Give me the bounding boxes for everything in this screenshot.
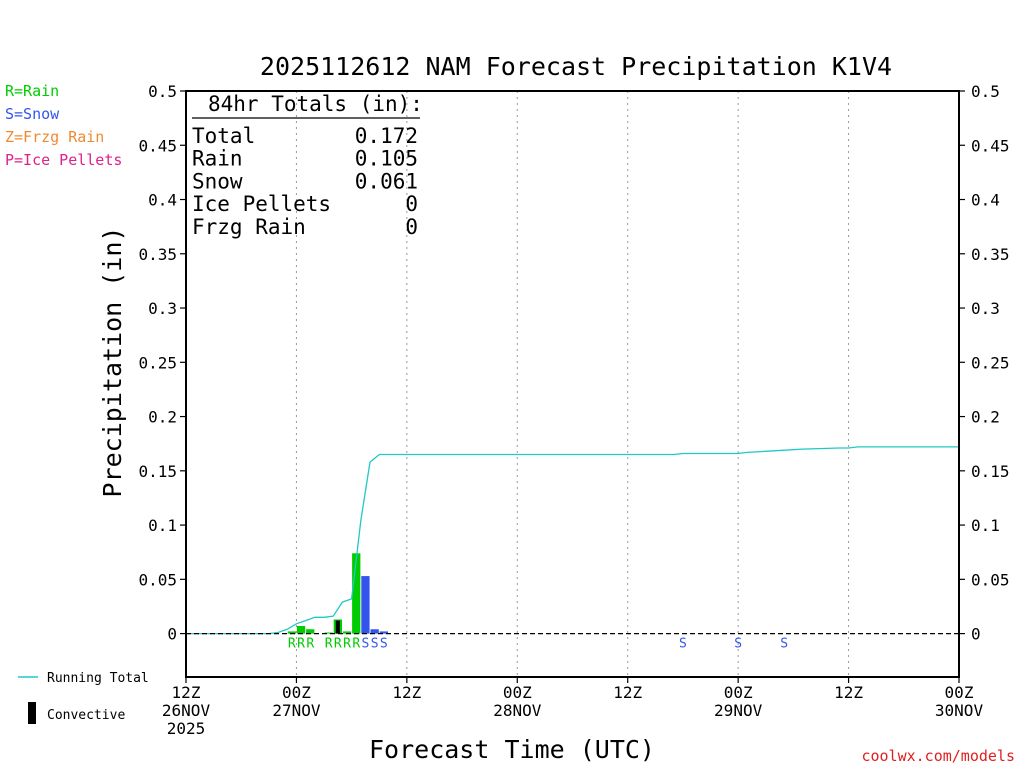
- ptype-marker: R: [334, 637, 342, 652]
- x-tick-label: 30NOV: [935, 701, 984, 720]
- y-tick-label: 0.4: [148, 191, 177, 210]
- y-tick-label-right: 0.3: [971, 299, 1000, 318]
- y-tick-label: 0.05: [138, 570, 177, 589]
- y-tick-label: 0.35: [138, 245, 177, 264]
- totals-row-value: 0.061: [355, 169, 418, 193]
- precip-bar: [361, 576, 370, 634]
- totals-row-label: Snow: [192, 169, 243, 193]
- totals-row-label: Total: [192, 124, 255, 148]
- y-tick-label: 0: [167, 625, 177, 644]
- y-tick-label-right: 0.15: [971, 462, 1010, 481]
- ptype-marker: S: [734, 637, 742, 652]
- ptype-marker: S: [679, 637, 687, 652]
- grid-lines: [295, 91, 850, 677]
- precip-bar: [342, 631, 352, 634]
- precip-type-legend: R=Rain S=Snow Z=Frzg Rain P=Ice Pellets: [5, 82, 122, 169]
- y-tick-label: 0.1: [148, 516, 177, 535]
- y-tick-label-right: 0.25: [971, 353, 1010, 372]
- totals-row-label: Rain: [192, 147, 243, 171]
- y-axis-right: 0.5 0.45 0.4 0.35 0.3 0.25 0.2 0.15 0.1 0.05 0: [959, 82, 1010, 644]
- credit-text: coolwx.com/models: [861, 747, 1015, 765]
- precip-bar: [306, 629, 315, 634]
- x-tick-label: 12Z: [834, 683, 863, 702]
- y-tick-label-right: 0.5: [971, 82, 1000, 101]
- totals-row-label: Frzg Rain: [192, 215, 306, 239]
- y-tick-label-right: 0: [971, 625, 981, 644]
- totals-row-value: 0: [405, 192, 418, 216]
- y-tick-label-right: 0.1: [971, 516, 1000, 535]
- totals-row-value: 0.105: [355, 147, 418, 171]
- x-tick-label: 00Z: [724, 683, 753, 702]
- ptype-marker: R: [352, 637, 360, 652]
- y-tick-label-right: 0.35: [971, 245, 1010, 264]
- running-total-line: [186, 446, 959, 635]
- convective-bar: [335, 620, 340, 634]
- x-axis-title: Forecast Time (UTC): [369, 735, 655, 764]
- x-tick-label: 28NOV: [493, 701, 542, 720]
- y-tick-label-right: 0.2: [971, 408, 1000, 427]
- convective-label: Convective: [47, 708, 125, 723]
- legend-type-label: R=Rain: [5, 82, 59, 100]
- legend-type-label: S=Snow: [5, 105, 60, 123]
- totals-row-value: 0: [405, 215, 418, 239]
- x-tick-label: 00Z: [945, 683, 974, 702]
- plot-frame: [185, 90, 960, 678]
- ptype-marker: R: [306, 637, 314, 652]
- totals-rows: Total 0.172 Rain 0.105 Snow 0.061 Ice Pellets 0…: [192, 124, 418, 239]
- totals-row-label: Ice Pellets: [192, 192, 331, 216]
- precip-bar: [287, 631, 296, 634]
- y-tick-label-right: 0.05: [971, 570, 1010, 589]
- x-tick-label: 00Z: [503, 683, 532, 702]
- precip-bar: [296, 625, 306, 634]
- running-total-label: Running Total: [47, 671, 149, 686]
- ptype-marker: R: [325, 637, 333, 652]
- ptype-marker: R: [288, 637, 296, 652]
- x-tick-label: 12Z: [613, 683, 642, 702]
- totals-row-value: 0.172: [355, 124, 418, 148]
- x-tick-label: 12Z: [392, 683, 421, 702]
- precip-bar: [324, 632, 333, 634]
- y-tick-label: 0.2: [148, 408, 177, 427]
- precip-bar: [370, 629, 379, 634]
- convective-bars: [335, 620, 340, 634]
- y-tick-label-right: 0.45: [971, 136, 1010, 155]
- y-tick-label-right: 0.4: [971, 191, 1000, 210]
- y-tick-label: 0.3: [148, 299, 177, 318]
- x-tick-label: 29NOV: [714, 701, 763, 720]
- legend-type-label: Z=Frzg Rain: [5, 128, 104, 146]
- y-axis-left: 0.5 0.45 0.4 0.35 0.3 0.25 0.2 0.15 0.1 0.05 0: [138, 82, 186, 644]
- x-tick-label: 2025: [167, 719, 206, 738]
- precip-bar: [352, 553, 361, 634]
- chart-title: 2025112612 NAM Forecast Precipitation K1…: [260, 52, 892, 81]
- x-tick-label: 00Z: [282, 683, 311, 702]
- y-tick-label: 0.45: [138, 136, 177, 155]
- x-tick-label: 12Z: [172, 683, 201, 702]
- x-tick-label: 27NOV: [272, 701, 321, 720]
- ptype-marker: S: [780, 637, 788, 652]
- totals-header: 84hr Totals (in):: [208, 92, 423, 116]
- precip-bar: [379, 631, 388, 634]
- ptype-marker: S: [362, 637, 370, 652]
- y-tick-label: 0.25: [138, 353, 177, 372]
- totals-box: 84hr Totals (in): Total 0.172 Rain 0.105 Sno…: [192, 92, 423, 239]
- ptype-marker: S: [380, 637, 388, 652]
- y-axis-title: Precipitation (in): [98, 227, 127, 498]
- y-tick-label: 0.5: [148, 82, 177, 101]
- legend-type-label: P=Ice Pellets: [5, 151, 122, 169]
- ptype-marker: R: [297, 637, 305, 652]
- ptype-marker: S: [371, 637, 379, 652]
- x-tick-label: 26NOV: [162, 701, 211, 720]
- series-legend: Running Total Convective: [18, 671, 149, 724]
- convective-swatch: [28, 702, 36, 724]
- ptype-marker: R: [343, 637, 351, 652]
- y-tick-label: 0.15: [138, 462, 177, 481]
